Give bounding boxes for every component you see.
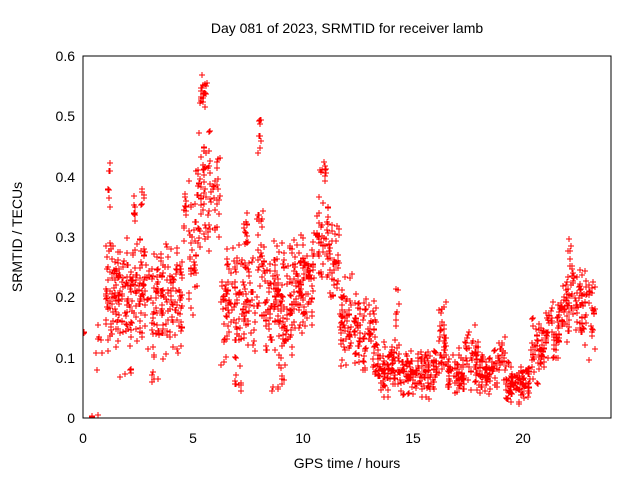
chart-title: Day 081 of 2023, SRMTID for receiver lam… — [211, 20, 484, 36]
y-axis-label: SRMTID / TECUs — [9, 182, 25, 292]
tick-labels: 0 5 10 15 20 0 0.1 0.2 0.3 0.4 0.5 0.6 — [56, 48, 531, 446]
plot-frame — [82, 55, 612, 419]
y-tick-label: 0.5 — [56, 108, 76, 124]
x-tick-label: 0 — [79, 430, 87, 446]
y-tick-label: 0.4 — [56, 169, 76, 185]
y-tick-label: 0 — [67, 410, 75, 426]
y-tick-label: 0.6 — [56, 48, 76, 64]
y-tick-label: 0.1 — [56, 350, 76, 366]
y-tick-label: 0.2 — [56, 289, 76, 305]
y-tick-label: 0.3 — [56, 229, 76, 245]
x-tick-label: 20 — [515, 430, 531, 446]
scatter-points-srmtid — [83, 72, 598, 418]
x-tick-label: 10 — [295, 430, 311, 446]
x-tick-label: 5 — [189, 430, 197, 446]
x-axis-label: GPS time / hours — [294, 455, 401, 471]
x-tick-label: 15 — [405, 430, 421, 446]
